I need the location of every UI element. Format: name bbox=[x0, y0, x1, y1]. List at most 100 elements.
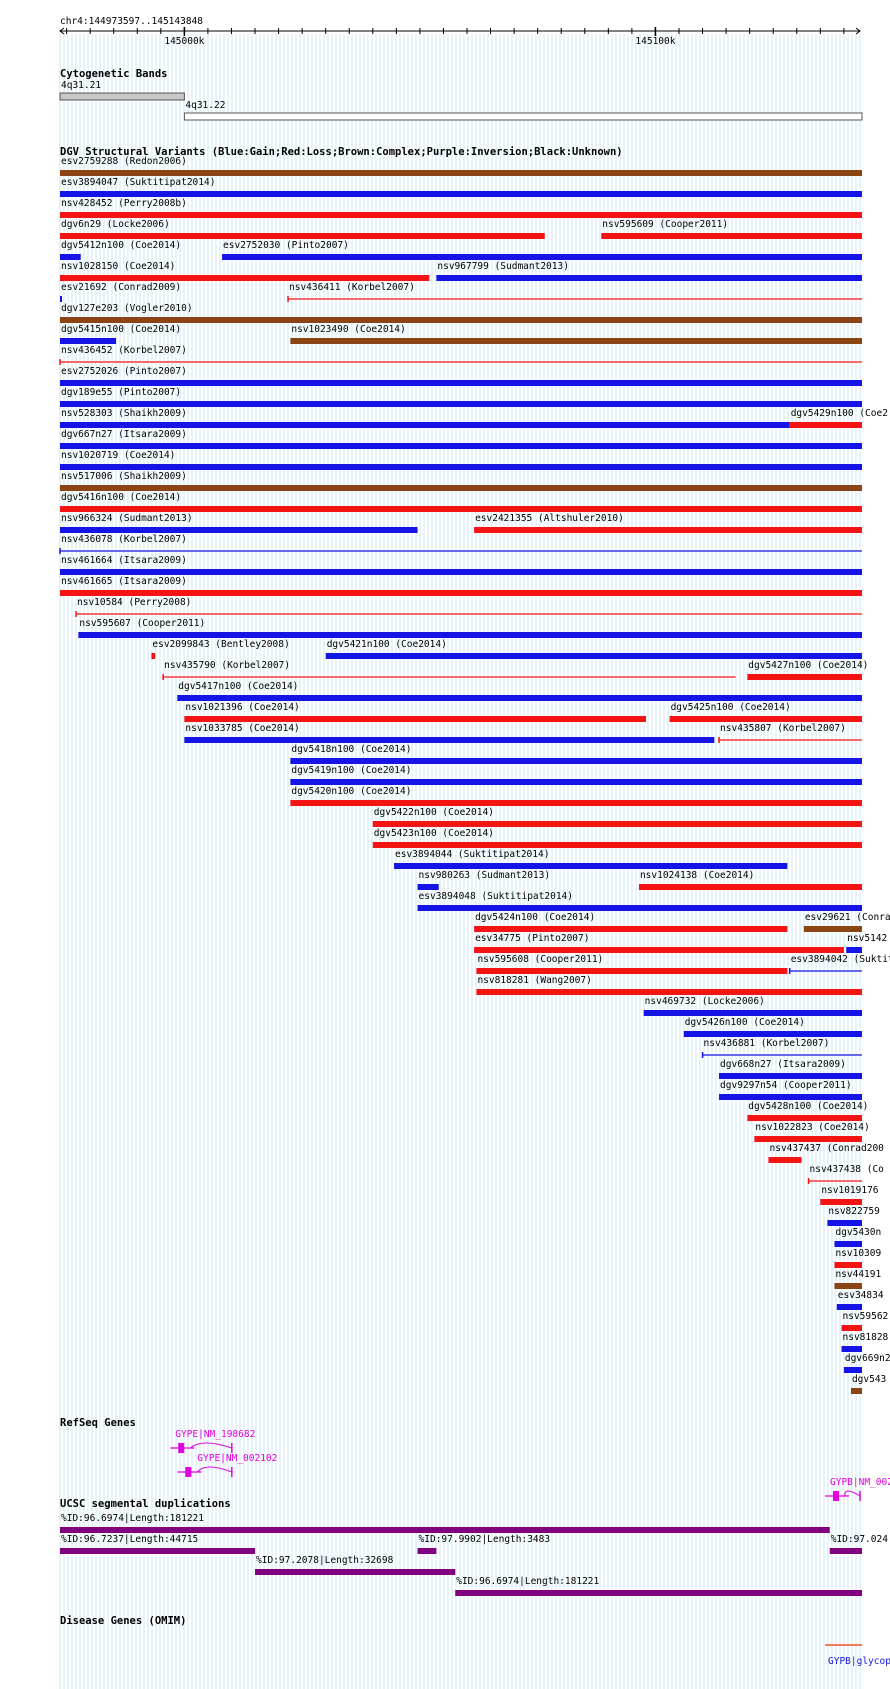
track-cytogenetic-bands: Cytogenetic Bands 4q31.21 4q31.22 bbox=[59, 68, 863, 121]
dgv-variant-label: nsv1020719 (Coe2014) bbox=[61, 450, 175, 461]
dgv-variant-label: nsv461665 (Itsara2009) bbox=[61, 576, 187, 587]
refseq-gene-list: GYPE|NM_198682 GYPE|NM_002102 GYPB|NM_002 bbox=[170, 1429, 890, 1501]
segdup-label: %ID:96.6974|Length:181221 bbox=[61, 1513, 204, 1524]
dgv-variant-bar bbox=[747, 674, 862, 680]
dgv-variant-label: nsv1021396 (Coe2014) bbox=[185, 702, 299, 713]
dgv-variant-bar bbox=[78, 632, 862, 638]
dgv-variant-label: dgv5419n100 (Coe2014) bbox=[291, 765, 411, 776]
segdup-label: %ID:97.024 bbox=[831, 1534, 888, 1545]
gene-exon bbox=[178, 1443, 185, 1453]
dgv-variant-label: nsv595607 (Cooper2011) bbox=[79, 618, 205, 629]
dgv-variant-bar bbox=[719, 1073, 862, 1079]
gene-exon bbox=[185, 1467, 192, 1477]
dgv-variant-label: dgv5423n100 (Coe2014) bbox=[374, 828, 494, 839]
dgv-variant-label: esv2752030 (Pinto2007) bbox=[223, 240, 349, 251]
omim-gene-label: GYPB|glycop bbox=[828, 1656, 890, 1667]
track-title-segdups: UCSC segmental duplications bbox=[60, 1498, 231, 1510]
gene-intron-line bbox=[844, 1490, 861, 1497]
dgv-variant-label: nsv435807 (Korbel2007) bbox=[720, 723, 846, 734]
dgv-variant-label: nsv81828 bbox=[843, 1332, 889, 1343]
segdup-label: %ID:96.6974|Length:181221 bbox=[456, 1576, 599, 1587]
dgv-variant-label: nsv1019176 bbox=[821, 1185, 878, 1196]
dgv-variant-label: nsv1024138 (Coe2014) bbox=[640, 870, 754, 881]
dgv-variant-bar bbox=[474, 947, 844, 953]
dgv-variant-label: nsv1028150 (Coe2014) bbox=[61, 261, 175, 272]
dgv-variant-label: esv3894047 (Suktitipat2014) bbox=[61, 177, 215, 188]
ruler-tick-label: 145000k bbox=[164, 36, 204, 47]
segdup-bar bbox=[60, 1548, 256, 1554]
dgv-variant-label: dgv668n27 (Itsara2009) bbox=[720, 1059, 846, 1070]
dgv-variant-label: dgv5415n100 (Coe2014) bbox=[61, 324, 181, 335]
dgv-variant-bar bbox=[436, 275, 862, 281]
dgv-variant-bar bbox=[290, 758, 863, 764]
ruler-major-ticks: 145000k 145100k bbox=[164, 27, 676, 47]
track-title-dgv: DGV Structural Variants (Blue:Gain;Red:L… bbox=[60, 146, 623, 158]
dgv-variant-bar bbox=[417, 884, 439, 890]
dgv-variant-bar bbox=[643, 1010, 862, 1016]
dgv-variant-bar bbox=[60, 464, 862, 470]
dgv-variant-bar bbox=[60, 422, 790, 428]
dgv-variant-label: nsv967799 (Sudmant2013) bbox=[437, 261, 569, 272]
dgv-variant-bar bbox=[476, 968, 788, 974]
dgv-variant-bar bbox=[841, 1325, 862, 1331]
dgv-variant-bar bbox=[834, 1283, 862, 1289]
dgv-variant-label: esv2421355 (Altshuler2010) bbox=[475, 513, 624, 524]
dgv-variant-bar bbox=[222, 254, 862, 260]
ruler-left-arrow-icon bbox=[59, 27, 65, 35]
region-label: chr4:144973597..145143848 bbox=[60, 16, 203, 27]
dgv-variant-label: esv2759288 (Redon2006) bbox=[61, 156, 187, 167]
gene-intron-line bbox=[189, 1442, 232, 1449]
dgv-variant-label: esv34775 (Pinto2007) bbox=[475, 933, 589, 944]
dgv-variant-label: nsv10309 bbox=[835, 1248, 881, 1259]
dgv-variant-bar bbox=[60, 170, 862, 176]
dgv-variant-label: nsv1023490 (Coe2014) bbox=[291, 324, 405, 335]
dgv-variant-label: esv2752026 (Pinto2007) bbox=[61, 366, 187, 377]
cytoband-4q31.22 bbox=[183, 112, 863, 121]
dgv-variant-bar bbox=[60, 275, 430, 281]
dgv-variant-label: dgv5430n bbox=[835, 1227, 881, 1238]
dgv-variant-label: dgv5424n100 (Coe2014) bbox=[475, 912, 595, 923]
segdup-label: %ID:97.2078|Length:32698 bbox=[256, 1555, 394, 1566]
cytoband-label: 4q31.22 bbox=[185, 100, 225, 111]
dgv-variant-label: nsv437438 (Co bbox=[810, 1164, 885, 1175]
dgv-variant-bar bbox=[394, 863, 788, 869]
cytoband-4q31.21 bbox=[59, 92, 185, 101]
dgv-variant-label: nsv428452 (Perry2008b) bbox=[61, 198, 187, 209]
dgv-variant-label: nsv966324 (Sudmant2013) bbox=[61, 513, 193, 524]
dgv-variant-bar bbox=[846, 947, 862, 953]
gene-label: GYPE|NM_198682 bbox=[175, 1429, 255, 1440]
dgv-variant-bar bbox=[669, 716, 862, 722]
dgv-variant-label: dgv5422n100 (Coe2014) bbox=[374, 807, 494, 818]
cytoband-label: 4q31.21 bbox=[61, 80, 101, 91]
dgv-variant-bar bbox=[325, 653, 862, 659]
dgv-variant-label: dgv5416n100 (Coe2014) bbox=[61, 492, 181, 503]
dgv-variant-bar bbox=[683, 1031, 862, 1037]
dgv-variant-bar bbox=[820, 1199, 862, 1205]
dgv-variant-label: nsv980263 (Sudmant2013) bbox=[419, 870, 551, 881]
dgv-variant-label: nsv5142 bbox=[847, 933, 887, 944]
dgv-variant-bar bbox=[60, 590, 862, 596]
dgv-variant-label: dgv5426n100 (Coe2014) bbox=[685, 1017, 805, 1028]
dgv-variant-label: nsv1022823 (Coe2014) bbox=[755, 1122, 869, 1133]
dgv-variant-label: dgv5428n100 (Coe2014) bbox=[748, 1101, 868, 1112]
omim-gene-list: GYPB|glycop bbox=[825, 1644, 890, 1667]
dgv-variant-label: dgv667n27 (Itsara2009) bbox=[61, 429, 187, 440]
dgv-variant-bar bbox=[476, 989, 862, 995]
dgv-variant-label: dgv543 bbox=[852, 1374, 886, 1385]
dgv-variant-label: dgv5429n100 (Coe2 bbox=[791, 408, 888, 419]
ruler-minor-ticks bbox=[66, 28, 845, 34]
dgv-variant-bar bbox=[60, 212, 862, 218]
dgv-variant-bar bbox=[60, 527, 418, 533]
dgv-variant-label: esv3894048 (Suktitipat2014) bbox=[419, 891, 573, 902]
dgv-variant-bar bbox=[850, 1388, 862, 1394]
dgv-variant-bar bbox=[290, 800, 863, 806]
dgv-variant-bar bbox=[60, 254, 81, 260]
dgv-variant-label: esv29621 (Conra bbox=[805, 912, 890, 923]
track-dgv-structural-variants: DGV Structural Variants (Blue:Gain;Red:L… bbox=[59, 146, 890, 1394]
dgv-variant-label: nsv44191 bbox=[835, 1269, 881, 1280]
dgv-variant-label: nsv436078 (Korbel2007) bbox=[61, 534, 187, 545]
dgv-variant-bar bbox=[60, 296, 62, 302]
dgv-variant-bar bbox=[184, 737, 715, 743]
dgv-variant-bar bbox=[474, 926, 788, 932]
ruler: chr4:144973597..145143848 145000k 145100k bbox=[59, 16, 861, 47]
